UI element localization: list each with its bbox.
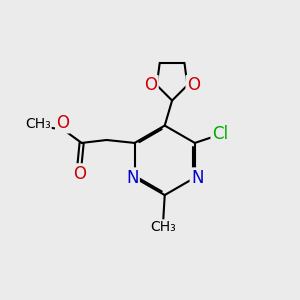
Text: Cl: Cl <box>212 125 228 143</box>
Text: N: N <box>126 169 139 187</box>
Text: O: O <box>73 165 86 183</box>
Text: CH₃: CH₃ <box>150 220 176 234</box>
Text: CH₃: CH₃ <box>25 117 51 131</box>
Text: O: O <box>187 76 200 94</box>
Text: O: O <box>56 114 69 132</box>
Text: O: O <box>144 76 158 94</box>
Text: N: N <box>191 169 203 187</box>
